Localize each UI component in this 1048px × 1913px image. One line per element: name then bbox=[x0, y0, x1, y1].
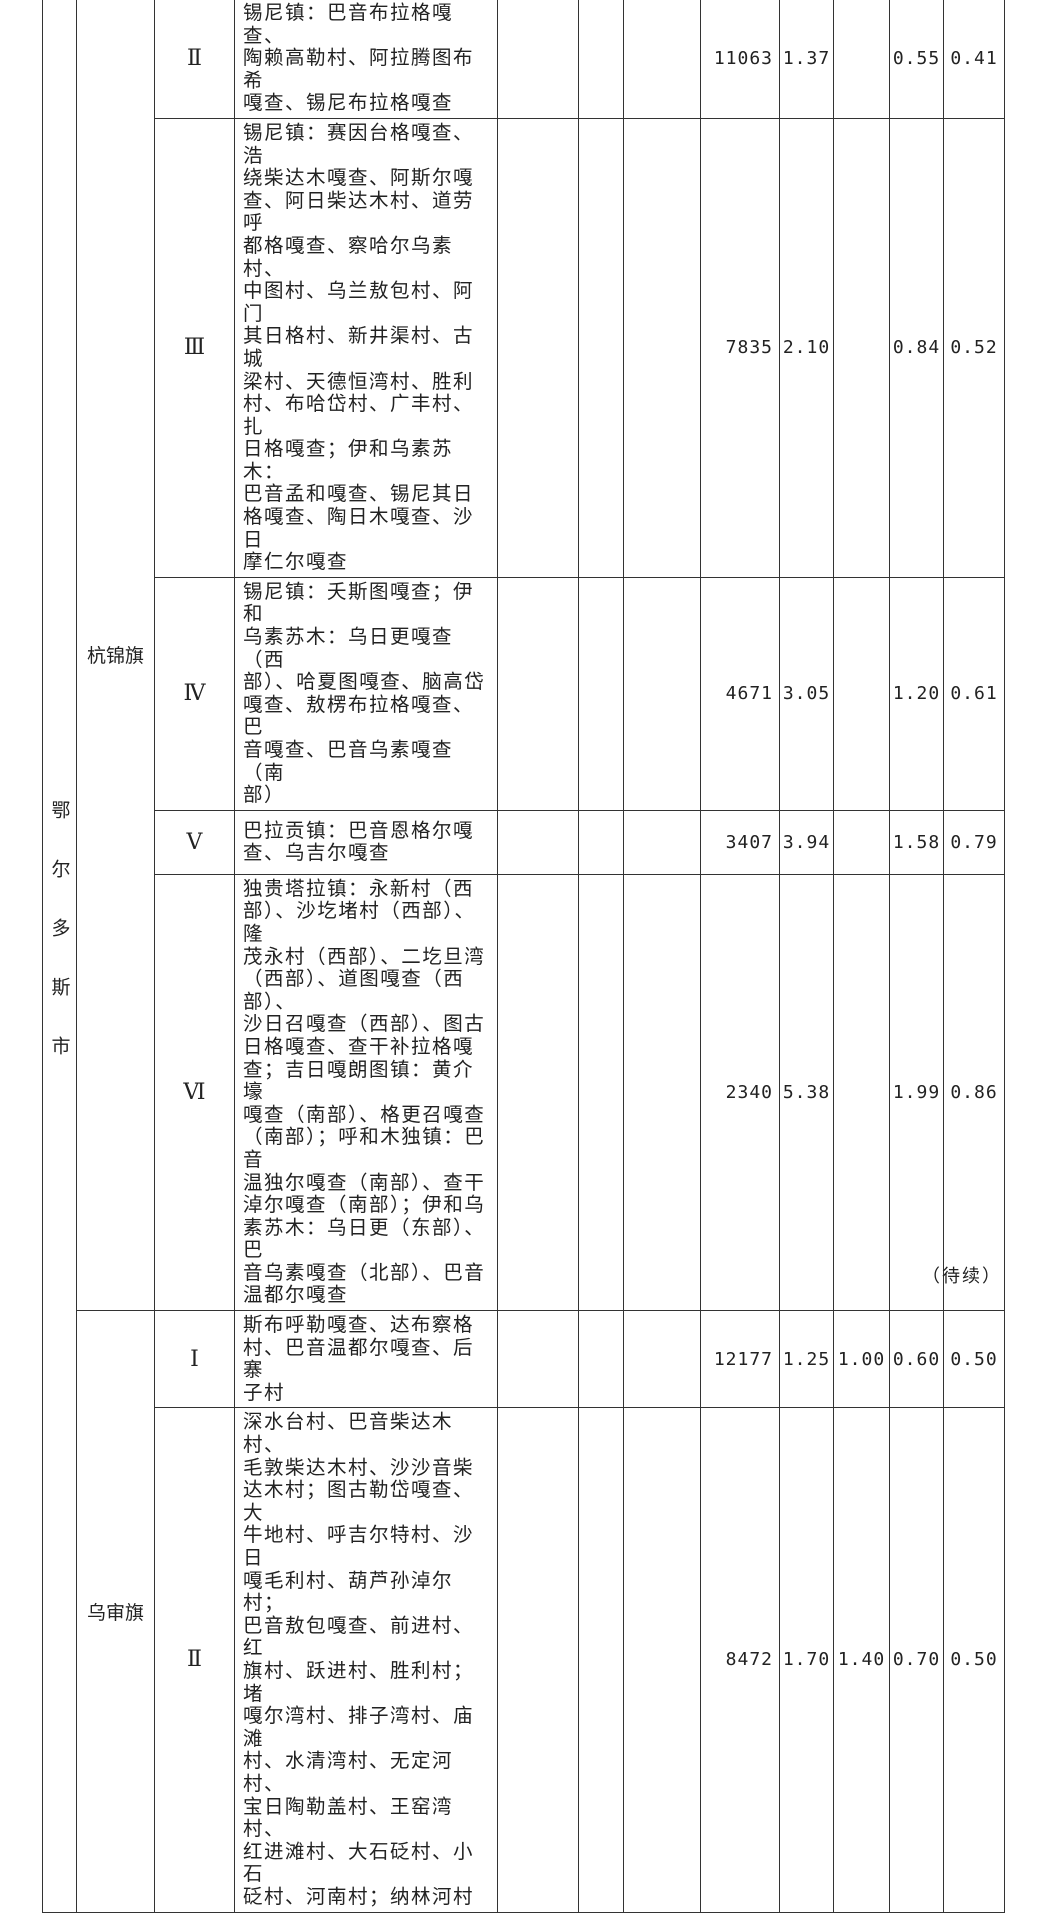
empty-cell bbox=[578, 576, 624, 811]
table-row: Ⅳ 锡尼镇：夭斯图嘎查；伊和 乌素苏木：乌日更嘎查（西 部）、哈夏图嘎查、脑高岱 … bbox=[43, 576, 1005, 811]
value-cell-2: 1.25 bbox=[779, 1310, 834, 1409]
areas-cell: 锡尼镇：夭斯图嘎查；伊和 乌素苏木：乌日更嘎查（西 部）、哈夏图嘎查、脑高岱 嘎… bbox=[234, 576, 498, 811]
value-cell-4: 0.55 bbox=[889, 0, 944, 119]
value-cell-5: 0.61 bbox=[943, 576, 1005, 811]
value-cell-1: 11063 bbox=[700, 0, 780, 119]
grade-cell: Ⅱ bbox=[154, 1407, 235, 1913]
value-cell-2: 1.70 bbox=[779, 1407, 834, 1913]
value-cell-5: 0.86 bbox=[943, 873, 1005, 1312]
value-cell-2: 1.37 bbox=[779, 0, 834, 119]
value-cell-4: 0.84 bbox=[889, 117, 944, 578]
empty-cell bbox=[578, 873, 624, 1312]
table-row: Ⅴ 巴拉贡镇：巴音恩格尔嘎 查、乌吉尔嘎查 3407 3.94 1.58 0.79 bbox=[43, 809, 1005, 875]
value-cell-4: 0.60 bbox=[889, 1310, 944, 1409]
land-grade-table: 鄂尔多斯市 杭锦旗 Ⅱ 锡尼镇：巴音布拉格嘎查、 陶赖高勒村、阿拉腾图布希 嘎查、锡尼… bbox=[42, 0, 1005, 1913]
value-cell-3 bbox=[833, 117, 890, 578]
empty-cell bbox=[623, 1310, 701, 1409]
value-cell-3: 1.40 bbox=[833, 1407, 890, 1913]
county-cell: 杭锦旗 bbox=[76, 0, 155, 1312]
value-cell-1: 2340 bbox=[700, 873, 780, 1312]
empty-cell bbox=[578, 117, 624, 578]
value-cell-1: 3407 bbox=[700, 809, 780, 875]
value-cell-3 bbox=[833, 873, 890, 1312]
table-row: 乌审旗 Ⅰ 斯布呼勒嘎查、达布察格 村、巴音温都尔嘎查、后寨 子村 12177 1.25… bbox=[43, 1310, 1005, 1913]
areas-cell: 深水台村、巴音柴达木村、 毛敦柴达木村、沙沙音柴 达木村；图古勒岱嘎查、大 牛地… bbox=[234, 1407, 498, 1913]
empty-cell bbox=[497, 576, 579, 811]
empty-cell bbox=[623, 576, 701, 811]
value-cell-1: 7835 bbox=[700, 117, 780, 578]
value-cell-2: 3.94 bbox=[779, 809, 834, 875]
grade-cell: Ⅴ bbox=[154, 809, 235, 875]
empty-cell bbox=[623, 0, 701, 119]
empty-cell bbox=[578, 0, 624, 119]
value-cell-1: 4671 bbox=[700, 576, 780, 811]
areas-cell: 独贵塔拉镇：永新村（西 部）、沙圪堵村（西部）、隆 茂永村（西部）、二圪旦湾 （… bbox=[234, 873, 498, 1312]
grade-cell: Ⅲ bbox=[154, 117, 235, 578]
value-cell-1: 12177 bbox=[700, 1310, 780, 1409]
continued-label: （待续） bbox=[922, 1266, 1002, 1287]
value-cell-2: 5.38 bbox=[779, 873, 834, 1312]
empty-cell bbox=[623, 809, 701, 875]
areas-cell: 锡尼镇：赛因台格嘎查、浩 绕柴达木嘎查、阿斯尔嘎 查、阿日柴达木村、道劳呼 都格… bbox=[234, 117, 498, 578]
value-cell-5: 0.41 bbox=[943, 0, 1005, 119]
value-cell-5: 0.50 bbox=[943, 1310, 1005, 1409]
value-cell-3: 1.00 bbox=[833, 1310, 890, 1409]
empty-cell bbox=[497, 1407, 579, 1913]
empty-cell bbox=[497, 809, 579, 875]
county-cell: 乌审旗 bbox=[76, 1310, 155, 1913]
empty-cell bbox=[497, 873, 579, 1312]
grade-cell: Ⅵ bbox=[154, 873, 235, 1312]
table-row: Ⅵ 独贵塔拉镇：永新村（西 部）、沙圪堵村（西部）、隆 茂永村（西部）、二圪旦湾 … bbox=[43, 873, 1005, 1312]
empty-cell bbox=[623, 873, 701, 1312]
areas-cell: 斯布呼勒嘎查、达布察格 村、巴音温都尔嘎查、后寨 子村 bbox=[234, 1310, 498, 1409]
value-cell-2: 2.10 bbox=[779, 117, 834, 578]
empty-cell bbox=[578, 1407, 624, 1913]
value-cell-3 bbox=[833, 576, 890, 811]
empty-cell bbox=[497, 1310, 579, 1409]
value-cell-4: 1.99 bbox=[889, 873, 944, 1312]
empty-cell bbox=[623, 117, 701, 578]
value-cell-2: 3.05 bbox=[779, 576, 834, 811]
empty-cell bbox=[578, 809, 624, 875]
table-row: Ⅱ 深水台村、巴音柴达木村、 毛敦柴达木村、沙沙音柴 达木村；图古勒岱嘎查、大 牛… bbox=[43, 1407, 1005, 1913]
value-cell-1: 8472 bbox=[700, 1407, 780, 1913]
empty-cell bbox=[623, 1407, 701, 1913]
value-cell-4: 1.20 bbox=[889, 576, 944, 811]
value-cell-5: 0.79 bbox=[943, 809, 1005, 875]
value-cell-3 bbox=[833, 809, 890, 875]
value-cell-5: 0.50 bbox=[943, 1407, 1005, 1913]
grade-cell: Ⅰ bbox=[154, 1310, 235, 1409]
grade-cell: Ⅳ bbox=[154, 576, 235, 811]
empty-cell bbox=[497, 117, 579, 578]
value-cell-3 bbox=[833, 0, 890, 119]
city-cell: 鄂尔多斯市 bbox=[42, 0, 77, 1913]
empty-cell bbox=[578, 1310, 624, 1409]
grade-cell: Ⅱ bbox=[154, 0, 235, 119]
value-cell-4: 1.58 bbox=[889, 809, 944, 875]
value-cell-4: 0.70 bbox=[889, 1407, 944, 1913]
city-name: 鄂尔多斯市 bbox=[48, 800, 71, 1096]
table-row: Ⅲ 锡尼镇：赛因台格嘎查、浩 绕柴达木嘎查、阿斯尔嘎 查、阿日柴达木村、道劳呼 都… bbox=[43, 117, 1005, 578]
areas-cell: 巴拉贡镇：巴音恩格尔嘎 查、乌吉尔嘎查 bbox=[234, 809, 498, 875]
value-cell-5: 0.52 bbox=[943, 117, 1005, 578]
areas-cell: 锡尼镇：巴音布拉格嘎查、 陶赖高勒村、阿拉腾图布希 嘎查、锡尼布拉格嘎查 bbox=[234, 0, 498, 119]
empty-cell bbox=[497, 0, 579, 119]
table-row: 鄂尔多斯市 杭锦旗 Ⅱ 锡尼镇：巴音布拉格嘎查、 陶赖高勒村、阿拉腾图布希 嘎查、锡尼… bbox=[42, 0, 1005, 1913]
